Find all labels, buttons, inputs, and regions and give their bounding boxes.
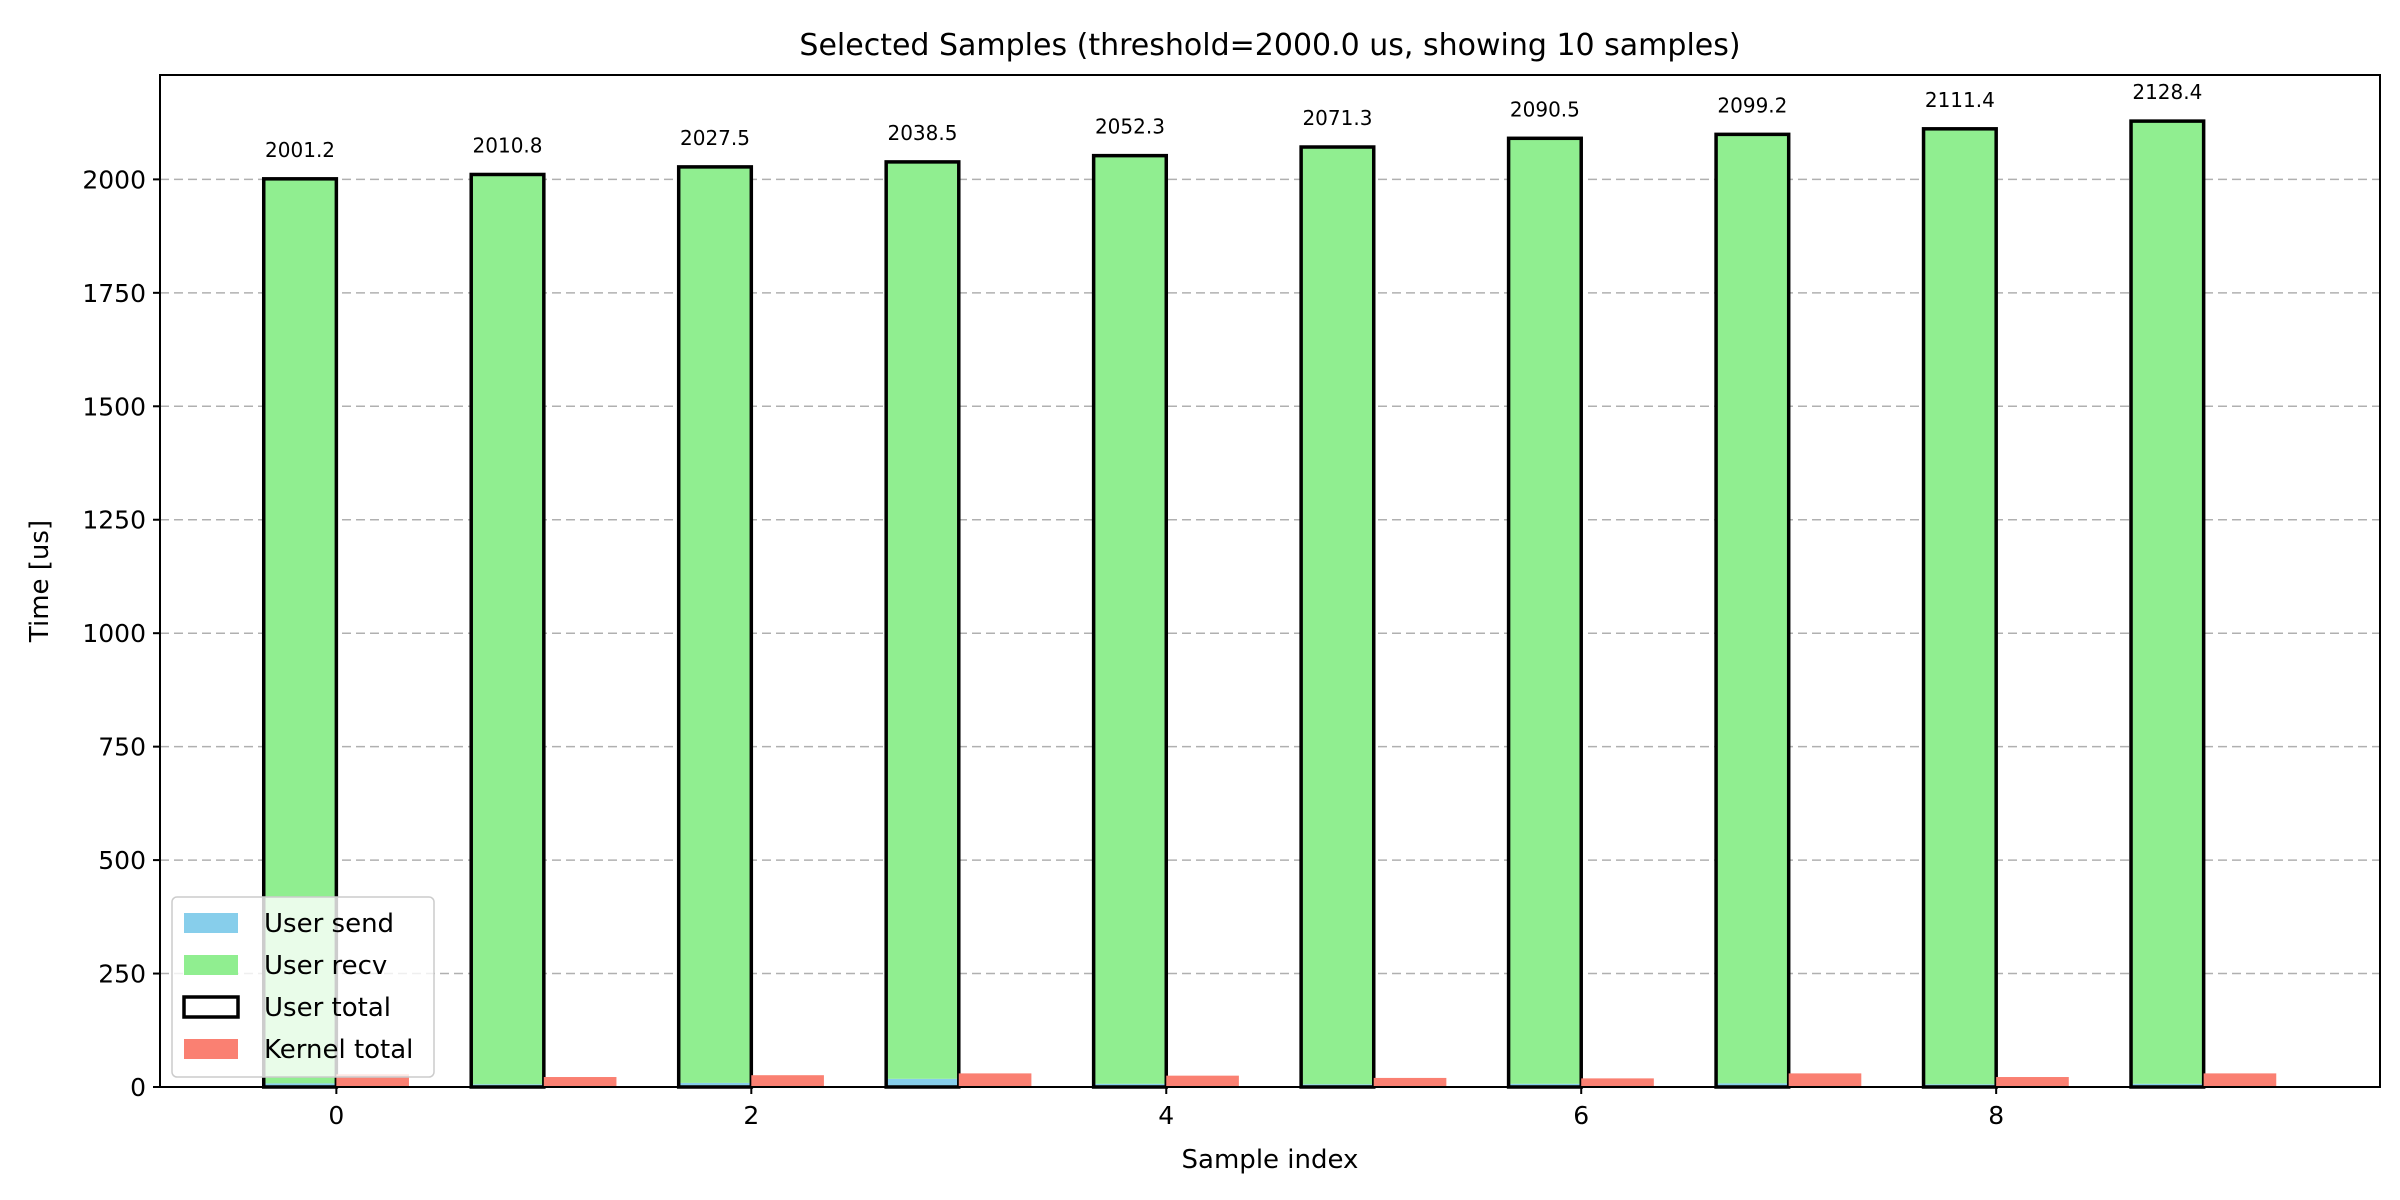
x-tick-label: 4 [1158, 1101, 1174, 1130]
bar-kernel-total [1373, 1077, 1447, 1087]
bar-kernel-total [751, 1075, 824, 1087]
bar-user-recv [1923, 128, 1997, 1085]
data-label: 2010.8 [473, 133, 543, 157]
bar-user-send [886, 1078, 959, 1087]
legend-swatch-user-total [182, 995, 240, 1019]
bar-kernel-total [2203, 1073, 2277, 1087]
bar-user-recv [1301, 147, 1374, 1085]
bar-user-recv [1508, 138, 1582, 1084]
bar-user-send [1716, 1083, 1789, 1087]
y-tick-label: 2000 [82, 165, 146, 194]
bar-kernel-total [1996, 1077, 2069, 1087]
y-tick-label: 750 [98, 733, 146, 762]
bar-user-send [263, 1083, 337, 1087]
data-label: 2090.5 [1510, 97, 1580, 121]
x-axis-label: Sample index [1182, 1145, 1359, 1175]
y-tick-label: 250 [98, 960, 146, 989]
data-label: 2027.5 [680, 126, 750, 150]
data-label: 2038.5 [887, 121, 957, 145]
y-tick-label: 1500 [82, 392, 146, 421]
legend-label-user-recv: User recv [264, 951, 387, 981]
bar-kernel-total [1788, 1073, 1862, 1087]
y-tick-label: 1250 [82, 506, 146, 535]
bar-user-recv [1093, 155, 1167, 1084]
y-axis-label: Time [us] [25, 520, 55, 643]
x-tick-label: 6 [1573, 1101, 1589, 1130]
y-axis-ticks: 0 250 500 750 1000 1250 1500 1750 2000 [82, 165, 160, 1102]
legend: User send User recv User total Kernel total [171, 896, 435, 1078]
legend-swatch-user-send [184, 913, 238, 933]
legend-label-user-total: User total [264, 993, 391, 1023]
bar-user-recv [886, 161, 959, 1079]
y-tick-label: 0 [130, 1073, 146, 1102]
y-tick-label: 1750 [82, 279, 146, 308]
data-label: 2001.2 [265, 138, 335, 162]
y-tick-label: 500 [98, 846, 146, 875]
chart-title: Selected Samples (threshold=2000.0 us, s… [799, 28, 1740, 63]
data-label: 2099.2 [1717, 93, 1787, 117]
bar-user-recv [2131, 121, 2204, 1084]
bar-user-send [678, 1082, 752, 1087]
bar-user-recv [1716, 134, 1789, 1084]
plot-frame [159, 74, 2381, 1088]
legend-swatch-user-recv [184, 955, 238, 975]
legend-label-user-send: User send [264, 909, 394, 939]
legend-frame [171, 896, 435, 1078]
y-tick-label: 1000 [82, 619, 146, 648]
x-axis-ticks: 0 2 4 6 8 [328, 1087, 2004, 1130]
legend-label-kernel-total: Kernel total [264, 1035, 413, 1065]
data-label: 2128.4 [2132, 80, 2202, 104]
bar-user-recv [678, 166, 752, 1083]
bars [261, 119, 2277, 1089]
data-label: 2071.3 [1302, 106, 1372, 130]
x-tick-label: 2 [743, 1101, 759, 1130]
bar-kernel-total [1166, 1075, 1239, 1087]
bar-kernel-total [1581, 1078, 1654, 1087]
bar-kernel-total [958, 1073, 1032, 1087]
x-tick-label: 8 [1988, 1101, 2004, 1130]
data-label: 2052.3 [1095, 115, 1165, 139]
bar-kernel-total [543, 1077, 617, 1087]
data-labels: 2001.2 2010.8 2027.5 2038.5 2052.3 2071.3 2090… [265, 80, 2202, 162]
legend-swatch-kernel-total [184, 1039, 238, 1059]
data-label: 2111.4 [1925, 88, 1995, 112]
x-tick-label: 0 [328, 1101, 344, 1130]
bar-user-recv [471, 174, 544, 1085]
